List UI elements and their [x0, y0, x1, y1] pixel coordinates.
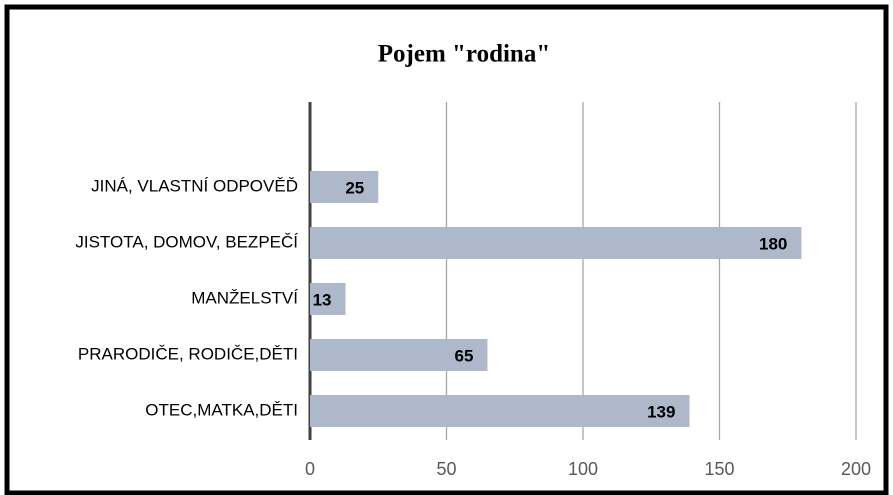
data-label: 180 [759, 234, 787, 253]
x-tick-label: 150 [704, 459, 734, 479]
data-label: 65 [455, 346, 474, 365]
data-label: 13 [313, 290, 332, 309]
bar [310, 227, 802, 259]
y-tick-label: JINÁ, VLASTNÍ ODPOVĚĎ [91, 176, 298, 195]
y-tick-label: JISTOTA, DOMOV, BEZPEČÍ [75, 232, 298, 251]
y-tick-label: OTEC,MATKA,DĚTI [145, 400, 298, 419]
y-tick-label: MANŽELSTVÍ [191, 288, 298, 307]
data-label: 139 [647, 402, 675, 421]
bar [310, 283, 346, 315]
chart-title: Pojem "rodina" [378, 41, 550, 68]
y-tick-label: PRARODIČE, RODIČE,DĚTI [78, 344, 298, 363]
x-tick-label: 200 [841, 459, 871, 479]
bar [310, 171, 379, 203]
x-tick-label: 100 [568, 459, 598, 479]
x-tick-label: 0 [305, 459, 315, 479]
x-tick-label: 50 [436, 459, 456, 479]
bar [310, 395, 690, 427]
bar [310, 339, 488, 371]
data-label: 25 [345, 178, 364, 197]
